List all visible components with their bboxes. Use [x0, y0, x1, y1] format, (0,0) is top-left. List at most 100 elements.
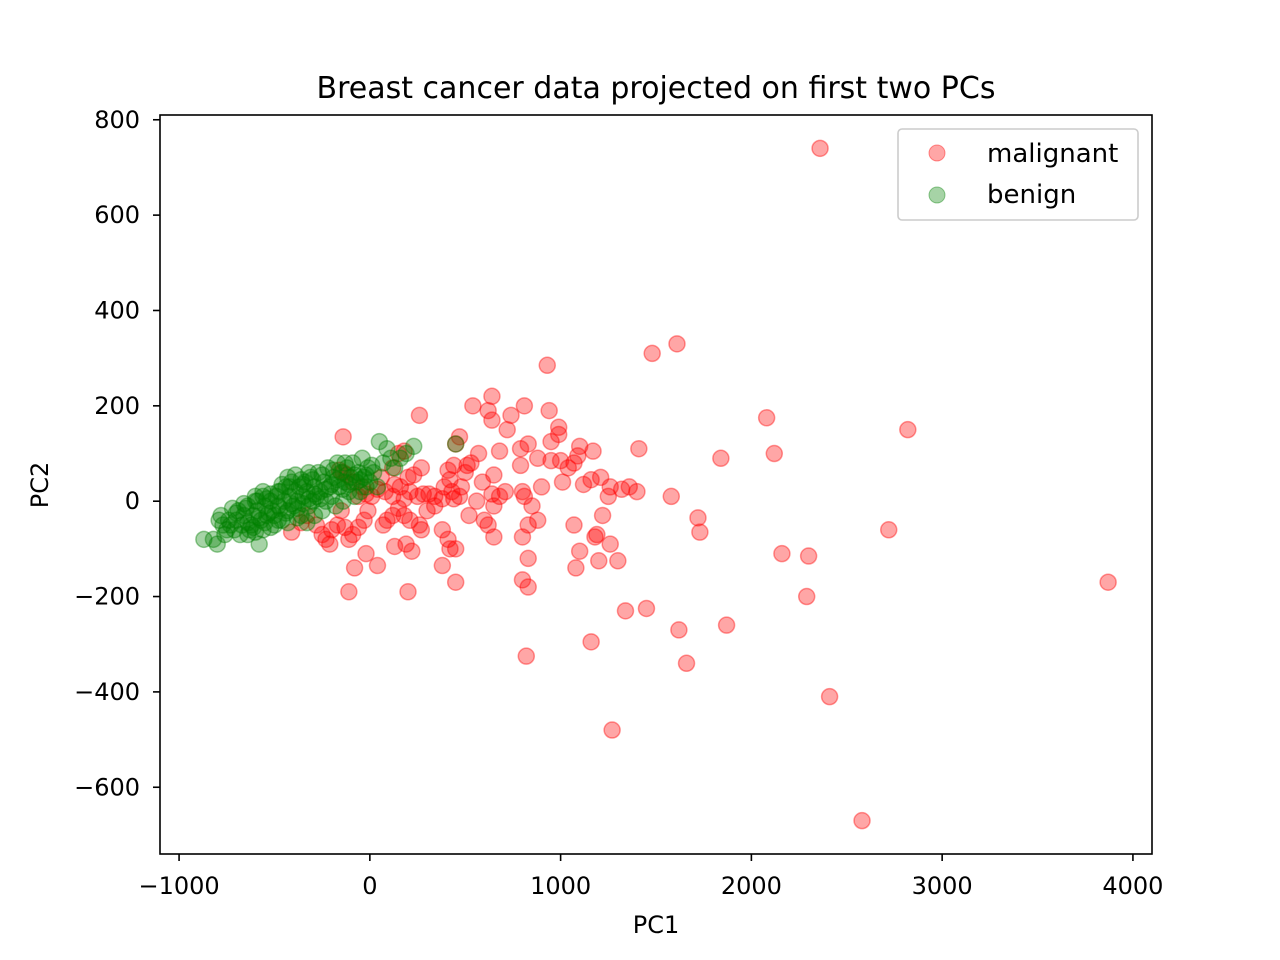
malignant-point — [616, 602, 635, 620]
benign-point — [300, 463, 318, 482]
benign-point — [288, 492, 307, 510]
malignant-point — [340, 530, 358, 549]
malignant-point — [282, 523, 301, 541]
benign-point — [256, 513, 274, 532]
benign-point — [305, 478, 324, 496]
benign-point — [223, 499, 242, 518]
benign-point — [219, 511, 238, 530]
benign-point — [233, 516, 251, 534]
malignant-point — [334, 428, 352, 446]
benign-point — [261, 492, 280, 510]
benign-point — [288, 499, 307, 518]
malignant-point — [820, 687, 839, 706]
malignant-point — [601, 478, 619, 496]
malignant-point — [612, 480, 631, 499]
malignant-point — [517, 647, 536, 665]
benign-point — [273, 511, 291, 530]
malignant-point — [574, 475, 593, 494]
malignant-point — [357, 544, 375, 563]
benign-point — [244, 518, 263, 537]
benign-point — [254, 487, 272, 506]
benign-point — [334, 480, 352, 499]
legend-box — [897, 128, 1139, 221]
malignant-point — [383, 487, 402, 506]
benign-point — [210, 511, 228, 530]
malignant-point — [712, 449, 730, 468]
malignant-point — [483, 411, 501, 429]
benign-point — [307, 487, 326, 506]
malignant-point — [599, 487, 618, 506]
malignant-point — [485, 466, 503, 484]
malignant-point — [570, 437, 589, 456]
malignant-point — [412, 521, 431, 539]
malignant-point — [490, 442, 509, 460]
malignant-point — [399, 468, 417, 487]
benign-point — [301, 468, 320, 487]
malignant-point — [383, 459, 402, 477]
malignant-point — [450, 428, 469, 446]
malignant-point — [408, 487, 427, 506]
legend-label-benign: benign — [987, 180, 1076, 210]
malignant-point — [582, 633, 600, 651]
malignant-point — [586, 528, 604, 546]
malignant-point — [565, 516, 583, 534]
malignant-point — [328, 516, 347, 534]
benign-point — [279, 468, 297, 487]
benign-point — [321, 478, 339, 496]
malignant-point — [359, 501, 377, 520]
benign-point — [282, 473, 301, 491]
y-tick-label: −600 — [74, 773, 140, 801]
malignant-point — [511, 439, 530, 458]
benign-point — [277, 478, 295, 496]
benign-point — [290, 478, 309, 496]
malignant-point — [513, 528, 532, 546]
benign-point — [231, 525, 249, 544]
malignant-point — [410, 516, 429, 534]
malignant-point — [662, 487, 681, 506]
malignant-point — [368, 480, 387, 499]
benign-point — [359, 459, 377, 477]
malignant-point — [446, 540, 465, 558]
malignant-point — [334, 463, 352, 482]
benign-point — [374, 454, 392, 472]
benign-point — [282, 494, 301, 513]
benign-point — [284, 497, 303, 515]
benign-point — [239, 497, 257, 515]
malignant-point — [433, 521, 452, 539]
benign-point — [269, 497, 288, 515]
malignant-point — [456, 463, 474, 482]
malignant-point — [717, 616, 736, 634]
malignant-point — [551, 451, 570, 470]
malignant-point — [515, 397, 534, 415]
malignant-point — [349, 487, 368, 506]
benign-point — [218, 521, 236, 539]
malignant-point — [569, 447, 587, 465]
benign-point — [300, 490, 318, 508]
malignant-point — [441, 540, 459, 558]
malignant-point — [590, 552, 608, 570]
malignant-point — [553, 473, 572, 491]
malignant-point — [307, 516, 326, 534]
malignant-point — [435, 478, 453, 496]
y-tick-label: 0 — [125, 487, 140, 515]
malignant-point — [403, 542, 421, 560]
x-axis-label: PC1 — [633, 911, 680, 939]
malignant-point — [395, 490, 413, 508]
malignant-point — [542, 432, 560, 451]
benign-point — [258, 490, 276, 508]
malignant-point — [469, 444, 488, 463]
benign-point — [271, 482, 289, 501]
benign-point — [404, 437, 423, 456]
malignant-point — [389, 499, 408, 518]
benign-point — [252, 511, 270, 530]
malignant-point — [441, 470, 459, 489]
malignant-point — [322, 521, 341, 539]
malignant-point — [385, 537, 404, 556]
benign-point — [351, 470, 370, 489]
benign-point — [239, 513, 257, 532]
malignant-point — [485, 497, 503, 515]
malignant-point — [559, 459, 577, 477]
benign-point — [298, 482, 316, 501]
benign-point — [235, 506, 253, 525]
malignant-point — [637, 599, 656, 618]
